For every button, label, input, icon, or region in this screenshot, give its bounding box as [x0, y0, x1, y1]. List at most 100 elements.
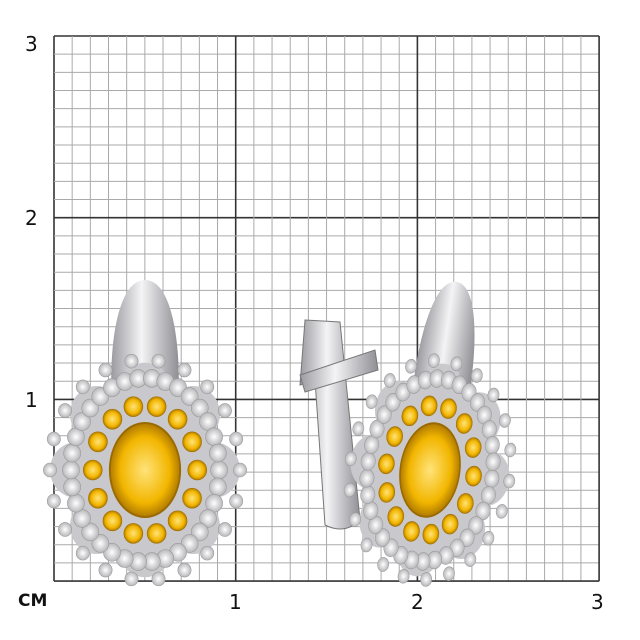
- white-gem: [58, 522, 73, 537]
- yellow-gem: [465, 465, 482, 487]
- white-gem: [360, 537, 373, 553]
- y-label-2: 2: [25, 206, 38, 230]
- white-gem: [229, 431, 244, 447]
- white-gem: [209, 443, 227, 463]
- white-gem: [205, 427, 223, 447]
- yellow-gem: [401, 405, 419, 427]
- white-gem: [376, 405, 392, 424]
- white-gem: [343, 482, 356, 498]
- white-gem: [365, 394, 378, 410]
- yellow-gem: [167, 408, 188, 430]
- left-earring: [43, 280, 247, 587]
- yellow-gem: [378, 482, 396, 503]
- white-gem: [67, 493, 85, 513]
- yellow-gem: [88, 487, 108, 509]
- white-gem: [459, 528, 475, 548]
- center-yellow-gem: [108, 422, 182, 518]
- white-gem: [470, 368, 483, 383]
- white-gem: [151, 353, 166, 369]
- yellow-gem: [146, 396, 167, 417]
- center-yellow-gem: [399, 422, 461, 518]
- right-earring: [343, 281, 517, 587]
- yellow-gem: [123, 523, 144, 544]
- yellow-gem: [146, 523, 167, 544]
- y-label-1: 1: [25, 388, 38, 412]
- white-gem: [476, 405, 492, 425]
- yellow-gem: [455, 413, 473, 434]
- white-gem: [124, 353, 139, 369]
- white-gem: [485, 452, 501, 472]
- white-gem: [344, 451, 357, 467]
- yellow-gem: [440, 398, 457, 419]
- white-gem: [177, 362, 192, 378]
- white-gem: [151, 571, 166, 587]
- white-gem: [233, 462, 247, 478]
- white-gem: [449, 538, 465, 558]
- white-gem: [190, 398, 209, 418]
- yellow-gem: [123, 396, 144, 417]
- x-label-3: 3: [591, 590, 604, 614]
- white-gem: [98, 362, 113, 378]
- yellow-gem: [102, 408, 123, 430]
- white-gem: [450, 356, 463, 372]
- white-gem: [199, 509, 217, 528]
- yellow-gem: [82, 459, 103, 481]
- white-gem: [217, 403, 232, 418]
- white-gem: [383, 373, 396, 388]
- white-gem: [503, 473, 516, 489]
- white-gem: [420, 572, 432, 587]
- yellow-gem: [88, 431, 108, 453]
- white-gem: [482, 530, 495, 546]
- white-gem: [504, 442, 517, 458]
- yellow-gem: [378, 453, 395, 475]
- white-gem: [73, 412, 91, 431]
- white-gem: [352, 421, 365, 436]
- white-gem: [209, 477, 227, 497]
- yellow-gem: [182, 487, 202, 509]
- white-gem: [75, 379, 90, 395]
- white-gem: [200, 379, 215, 395]
- white-gem: [62, 460, 80, 480]
- white-gem: [397, 568, 410, 584]
- yellow-gem: [441, 513, 459, 535]
- white-gem: [395, 382, 411, 402]
- yellow-gem: [457, 493, 474, 514]
- white-gem: [217, 522, 232, 537]
- yellow-gem: [420, 395, 438, 417]
- white-gem: [63, 477, 81, 497]
- white-gem: [98, 562, 113, 578]
- white-gem: [58, 403, 73, 418]
- white-gem: [405, 359, 417, 374]
- white-gem: [63, 443, 81, 463]
- yellow-gem: [386, 426, 403, 447]
- yellow-gem: [167, 510, 188, 532]
- white-gem: [210, 460, 228, 480]
- white-gem: [499, 413, 511, 428]
- white-gem: [495, 504, 508, 519]
- white-gem: [43, 462, 57, 478]
- white-gem: [385, 392, 401, 412]
- white-gem: [75, 545, 90, 561]
- white-gem: [377, 557, 390, 572]
- hook-latch: [299, 349, 379, 393]
- yellow-gem: [182, 431, 202, 453]
- white-gem: [229, 493, 244, 509]
- white-gem: [428, 353, 440, 368]
- yellow-gem: [422, 523, 440, 545]
- white-gem: [443, 566, 455, 581]
- white-gem: [46, 431, 61, 447]
- white-gem: [487, 387, 500, 403]
- x-label-1: 1: [229, 590, 242, 614]
- yellow-gem: [464, 437, 482, 458]
- yellow-gem: [403, 521, 420, 542]
- white-gem: [81, 522, 100, 542]
- white-gem: [464, 552, 477, 567]
- white-gem: [349, 512, 361, 527]
- x-label-2: 2: [411, 590, 424, 614]
- white-gem: [468, 516, 484, 535]
- white-gem: [368, 515, 384, 535]
- white-gem: [200, 545, 215, 561]
- yellow-gem: [187, 459, 208, 481]
- earring-hook: [299, 319, 361, 530]
